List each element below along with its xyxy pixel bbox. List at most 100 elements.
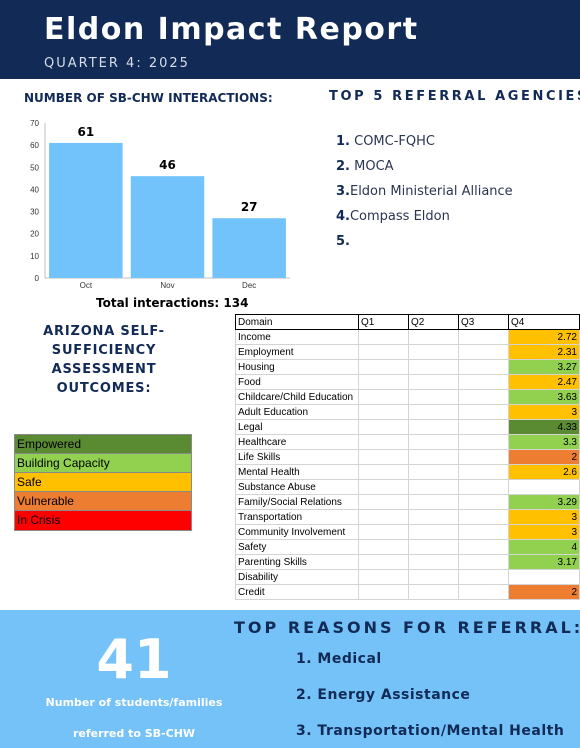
q4-score-cell: 2.31	[508, 344, 580, 360]
referred-caption-line2: referred to SB-CHW	[72, 727, 196, 740]
report-header: Eldon Impact Report QUARTER 4: 2025	[0, 0, 580, 79]
q4-score-cell: 3.3	[508, 434, 580, 450]
agency-item: 4.Compass Eldon	[336, 209, 513, 234]
q2-cell	[408, 434, 459, 450]
q4-score-cell: 3.29	[508, 494, 580, 510]
agency-number: 2.	[336, 159, 350, 174]
q3-cell	[458, 329, 509, 345]
bar-value-label: 61	[77, 125, 94, 139]
q2-cell	[408, 449, 459, 465]
agency-item: 5.	[336, 234, 513, 259]
q4-score-cell: 3.63	[508, 389, 580, 405]
agency-number: 5.	[336, 234, 350, 249]
q2-cell	[408, 404, 459, 420]
x-tick-label: Oct	[80, 281, 93, 290]
q2-cell	[408, 584, 459, 600]
q3-cell	[458, 554, 509, 570]
bar	[130, 176, 205, 278]
chart-title: NUMBER OF SB-CHW INTERACTIONS:	[24, 91, 273, 105]
header-q3: Q3	[458, 314, 509, 330]
q2-cell	[408, 359, 459, 375]
table-row: Credit 2	[235, 584, 580, 600]
q4-score-cell: 2	[508, 449, 580, 465]
q2-cell	[408, 464, 459, 480]
agency-name: Compass Eldon	[349, 209, 450, 224]
q2-cell	[408, 524, 459, 540]
domain-cell: Life Skills	[235, 449, 359, 465]
agency-name: COMC-FQHC	[349, 134, 435, 149]
q1-cell	[358, 389, 409, 405]
q3-cell	[458, 569, 509, 585]
table-row: Safety 4	[235, 539, 580, 555]
table-row: Parenting Skills 3.17	[235, 554, 580, 570]
q4-score-cell: 2.6	[508, 464, 580, 480]
report-title: Eldon Impact Report	[44, 12, 419, 47]
y-tick-label: 60	[30, 141, 39, 150]
table-row: Transportation 3	[235, 509, 580, 525]
y-tick-label: 0	[35, 274, 40, 283]
agency-item: 1. COMC-FQHC	[336, 134, 513, 159]
q2-cell	[408, 344, 459, 360]
q4-score-cell	[508, 479, 580, 495]
domain-cell: Safety	[235, 539, 359, 555]
q4-score-cell: 2.72	[508, 329, 580, 345]
q3-cell	[458, 344, 509, 360]
q3-cell	[458, 494, 509, 510]
reason-1: 1. Medical	[296, 651, 382, 667]
q1-cell	[358, 419, 409, 435]
q1-cell	[358, 569, 409, 585]
q2-cell	[408, 539, 459, 555]
legend-item: Empowered	[15, 435, 191, 454]
y-tick-label: 30	[30, 208, 39, 217]
bar-value-label: 46	[159, 158, 176, 172]
agency-number: 1.	[336, 134, 350, 149]
x-tick-label: Nov	[160, 281, 174, 290]
table-row: Childcare/Child Education 3.63	[235, 389, 580, 405]
q3-cell	[458, 524, 509, 540]
chart-total: Total interactions: 134	[96, 296, 249, 310]
agency-name: Eldon Ministerial Alliance	[349, 184, 513, 199]
q1-cell	[358, 509, 409, 525]
q4-score-cell: 4.33	[508, 419, 580, 435]
q1-cell	[358, 494, 409, 510]
table-row: Legal 4.33	[235, 419, 580, 435]
domain-cell: Family/Social Relations	[235, 494, 359, 510]
bar	[212, 218, 286, 278]
q4-score-cell: 4	[508, 539, 580, 555]
q3-cell	[458, 539, 509, 555]
q2-cell	[408, 374, 459, 390]
header-q2: Q2	[408, 314, 459, 330]
domain-cell: Disability	[235, 569, 359, 585]
q1-cell	[358, 404, 409, 420]
table-row: Substance Abuse	[235, 479, 580, 495]
table-row: Mental Health 2.6	[235, 464, 580, 480]
q4-score-cell: 2.47	[508, 374, 580, 390]
q3-cell	[458, 374, 509, 390]
domain-cell: Income	[235, 329, 359, 345]
table-header-row: Domain Q1 Q2 Q3 Q4	[235, 314, 580, 330]
q3-cell	[458, 404, 509, 420]
agency-name: MOCA	[349, 159, 394, 174]
header-q4: Q4	[508, 314, 580, 330]
domain-cell: Credit	[235, 584, 359, 600]
header-q1: Q1	[358, 314, 409, 330]
domain-cell: Food	[235, 374, 359, 390]
q1-cell	[358, 359, 409, 375]
table-row: Housing 3.27	[235, 359, 580, 375]
q2-cell	[408, 554, 459, 570]
domain-cell: Parenting Skills	[235, 554, 359, 570]
q4-score-cell: 3	[508, 524, 580, 540]
header-domain: Domain	[235, 314, 359, 330]
q2-cell	[408, 494, 459, 510]
table-row: Healthcare 3.3	[235, 434, 580, 450]
y-tick-label: 20	[30, 230, 39, 239]
referred-caption-line1: Number of students/families	[45, 696, 223, 709]
bar-value-label: 27	[241, 200, 258, 214]
agency-list: 1. COMC-FQHC 2. MOCA 3.Eldon Ministerial A…	[336, 134, 513, 259]
assessment-legend: Empowered Building Capacity Safe Vulnerable…	[14, 434, 192, 531]
q1-cell	[358, 329, 409, 345]
referred-count: 41	[96, 628, 172, 691]
agency-number: 4.	[336, 209, 350, 224]
q2-cell	[408, 329, 459, 345]
q3-cell	[458, 464, 509, 480]
